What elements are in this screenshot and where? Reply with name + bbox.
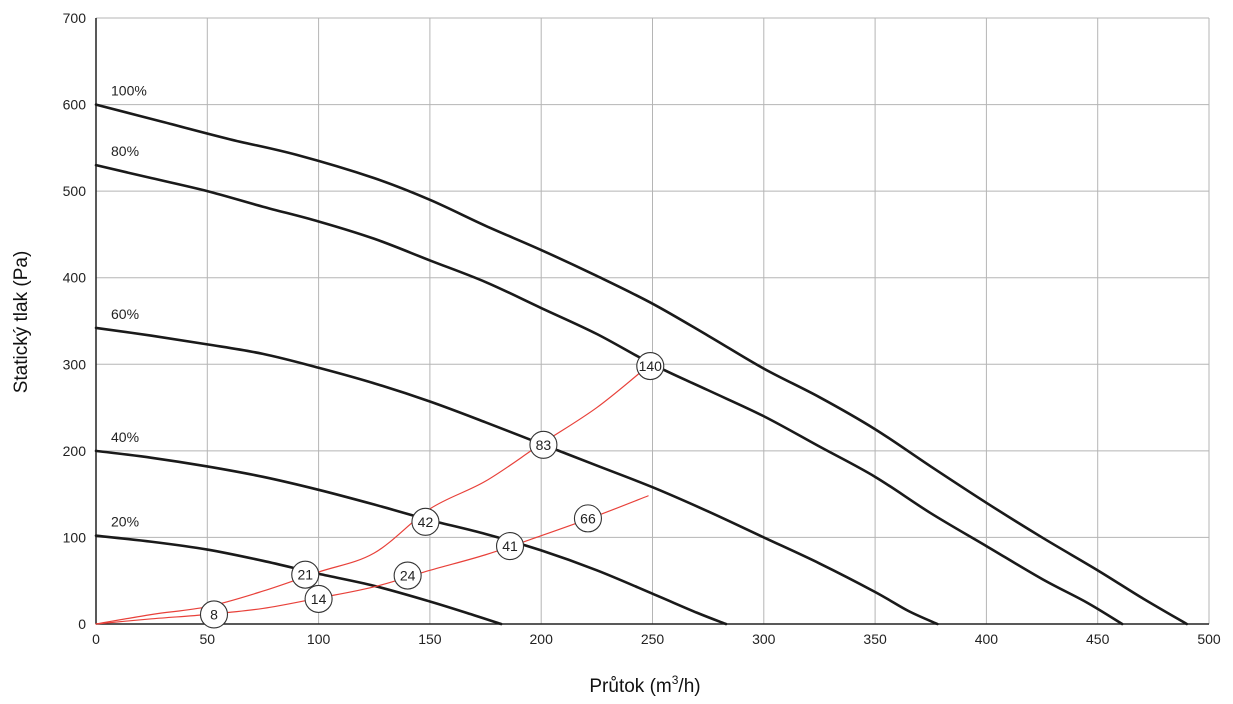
- fan-curve-label: 40%: [111, 429, 139, 445]
- operating-point-marker: [291, 560, 320, 589]
- x-tick-label: 250: [641, 631, 665, 647]
- x-tick-label: 0: [92, 631, 100, 647]
- y-tick-label: 100: [63, 529, 87, 545]
- x-tick-label: 350: [863, 631, 887, 647]
- y-tick-label: 700: [63, 10, 87, 26]
- operating-point-marker: [199, 600, 229, 629]
- y-tick-label: 600: [63, 97, 87, 113]
- fan-curve-label: 100%: [111, 83, 147, 99]
- axes: [95, 18, 1209, 625]
- operating-point-label: 66: [580, 510, 596, 526]
- operating-point-marker: [304, 584, 333, 613]
- fan-curve-line: [94, 103, 1189, 626]
- system-curve-line: [95, 365, 649, 625]
- grid: [95, 17, 1210, 625]
- y-tick-label: 500: [63, 183, 87, 199]
- system-curve-line: [95, 495, 649, 625]
- operating-points: 140 83 42 66 41 24 21 14 8: [199, 351, 665, 629]
- operating-point-marker: [495, 532, 525, 561]
- x-tick-label: 100: [307, 631, 331, 647]
- fan-curve-line: [94, 163, 1124, 626]
- operating-point-marker: [529, 430, 558, 459]
- x-tick-label: 400: [975, 631, 999, 647]
- x-tick-label: 200: [530, 631, 554, 647]
- operating-point-label: 21: [297, 567, 313, 583]
- y-tick-label: 400: [63, 270, 87, 286]
- operating-point-label: 140: [639, 358, 663, 374]
- operating-point-marker: [411, 507, 440, 536]
- operating-point-label: 14: [311, 591, 327, 607]
- operating-point-label: 83: [536, 437, 552, 453]
- operating-point-marker: [636, 351, 665, 381]
- y-axis-title: Statický tlak (Pa): [11, 251, 32, 394]
- operating-point-label: 8: [210, 606, 218, 622]
- operating-point-label: 24: [400, 568, 416, 584]
- operating-point-label: 42: [418, 514, 434, 530]
- x-tick-label: 500: [1197, 631, 1221, 647]
- fan-curve-label: 80%: [111, 143, 139, 159]
- y-tick-label: 200: [63, 443, 87, 459]
- tick-labels: 0 50 100 150 200 250 300 350 400 450 500 0 100 200 300…: [63, 10, 1221, 647]
- operating-point-label: 41: [502, 538, 518, 554]
- x-axis-title: Průtok (m3/h): [589, 673, 700, 697]
- operating-point-marker: [573, 504, 602, 533]
- operating-point-marker: [393, 561, 422, 590]
- x-tick-label: 300: [752, 631, 776, 647]
- x-tick-label: 50: [200, 631, 216, 647]
- fan-curve-label: 60%: [111, 306, 139, 322]
- x-tick-label: 450: [1086, 631, 1110, 647]
- y-tick-label: 300: [63, 356, 87, 372]
- fan-curve-label: 20%: [111, 514, 139, 530]
- y-tick-label: 0: [78, 616, 86, 632]
- fan-curve-line: [94, 326, 939, 626]
- x-tick-label: 150: [418, 631, 442, 647]
- series-labels: 100% 80% 60% 40% 20%: [111, 83, 147, 530]
